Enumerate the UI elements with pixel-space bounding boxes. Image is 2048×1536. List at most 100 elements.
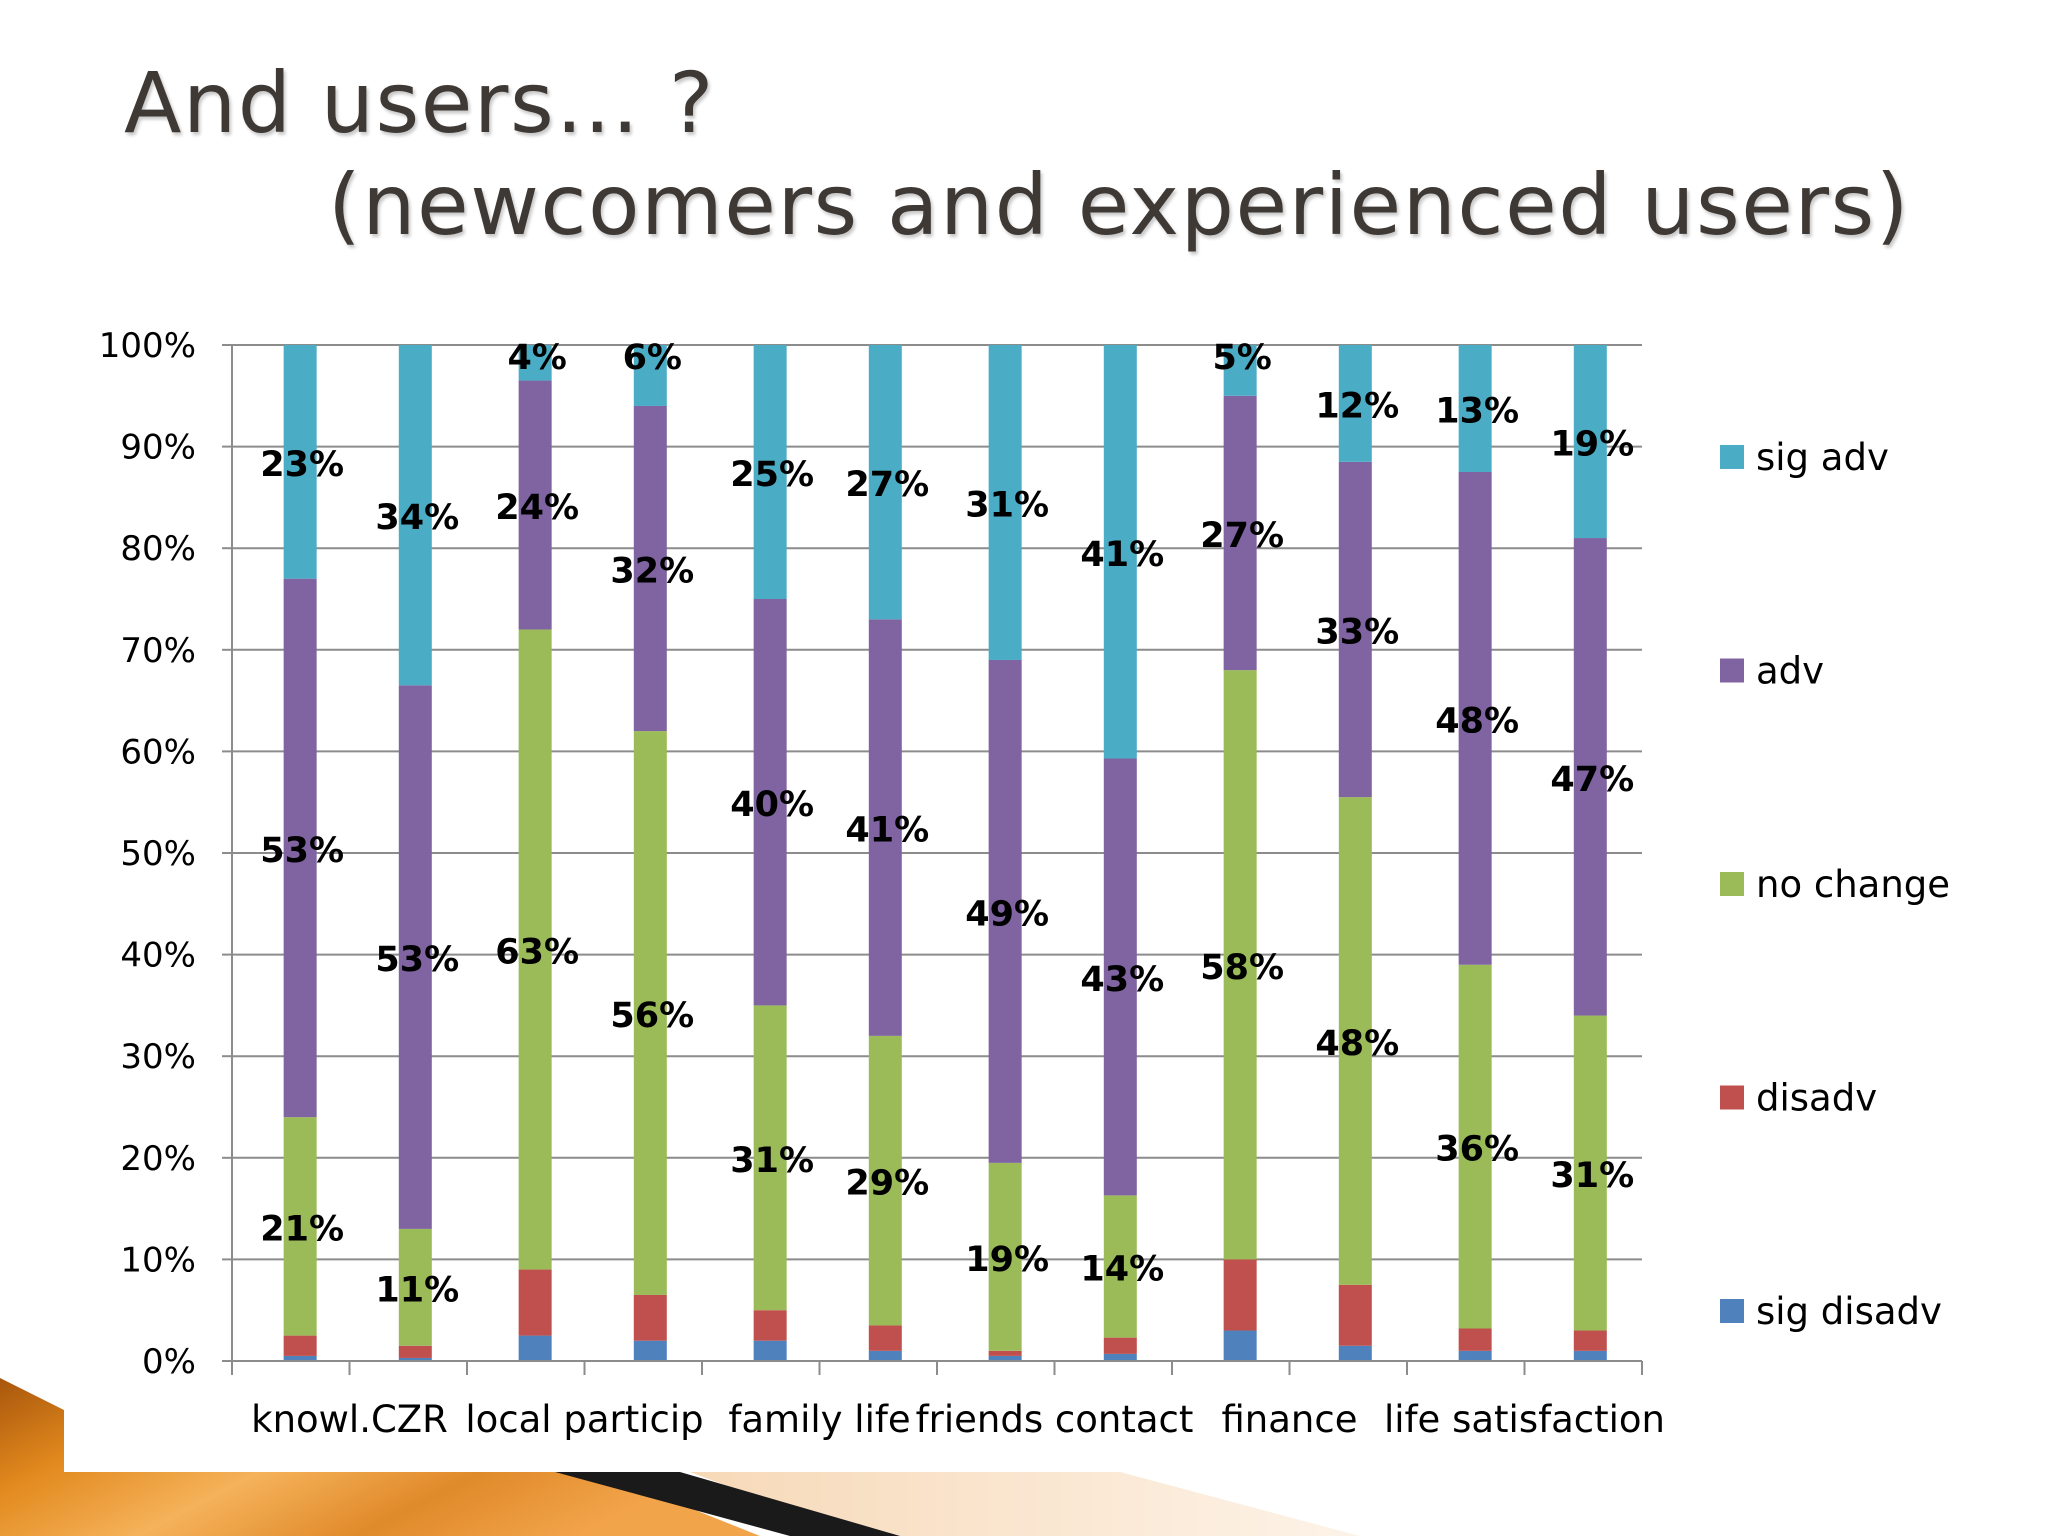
y-tick-label: 10% (120, 1240, 196, 1280)
data-label: 31% (730, 1141, 814, 1181)
bar-segment-sig-adv (1223, 345, 1257, 396)
bar-segment-disadv (1458, 1328, 1492, 1351)
bar-segment-sig-adv (988, 345, 1022, 660)
bar-segment-no-change (398, 1228, 432, 1346)
y-tick-label: 0% (142, 1342, 196, 1382)
y-tick-label: 30% (120, 1037, 196, 1077)
y-tick-label: 90% (120, 428, 196, 468)
bar-segment-adv (868, 619, 902, 1036)
x-category-label: knowl.CZR (251, 1398, 448, 1441)
data-label: 41% (1080, 535, 1164, 575)
bar-segment-disadv (633, 1294, 667, 1341)
data-label: 24% (495, 488, 579, 528)
bar-segment-sig-adv (1338, 345, 1372, 462)
bar-segment-no-change (988, 1162, 1022, 1351)
bar-segment-no-change (868, 1035, 902, 1326)
data-label: 21% (260, 1209, 344, 1249)
data-label: 27% (1200, 516, 1284, 556)
data-label: 25% (730, 455, 814, 495)
data-label: 48% (1315, 1024, 1399, 1064)
data-label: 33% (1315, 612, 1399, 652)
bar-segment-disadv (868, 1325, 902, 1351)
bar-segment-sig-adv (753, 345, 787, 599)
slide-title: And users… ? (newcomers and experienced … (124, 52, 1910, 257)
bar-segment-sig-adv (1458, 345, 1492, 472)
data-label: 53% (375, 940, 459, 980)
bar-segment-sig-adv (518, 345, 552, 381)
legend-label: adv (1756, 650, 1824, 693)
bar-segment-sig-disadv (283, 1355, 317, 1361)
bar-segment-adv (753, 599, 787, 1006)
data-label: 41% (845, 811, 929, 851)
data-label: 63% (495, 933, 579, 973)
bar-segment-disadv (988, 1350, 1022, 1356)
bar-segment-adv (1573, 538, 1607, 1016)
bar-segment-disadv (1103, 1337, 1137, 1354)
data-label: 34% (375, 498, 459, 538)
y-tick-label: 70% (120, 631, 196, 671)
bar-segment-sig-disadv (1103, 1353, 1137, 1361)
data-label: 13% (1435, 392, 1519, 432)
decor-black-stripe (555, 1472, 900, 1536)
bar-segment-no-change (283, 1117, 317, 1336)
y-tick-label: 40% (120, 936, 196, 976)
bar-segment-sig-disadv (1223, 1330, 1257, 1361)
gridlines (222, 344, 1642, 1362)
bar-segment-no-change (1338, 797, 1372, 1285)
decor-pale-band (690, 1472, 1360, 1536)
data-label: 36% (1435, 1130, 1519, 1170)
bar-segment-adv (518, 380, 552, 630)
bar-segment-disadv (518, 1269, 552, 1336)
y-tick-label: 100% (99, 326, 196, 366)
bar-segment-sig-disadv (753, 1340, 787, 1361)
bar-segment-adv (398, 685, 432, 1229)
bar-segment-adv (1103, 758, 1137, 1196)
bar-segment-disadv (1573, 1330, 1607, 1351)
bar-segment-adv (1223, 395, 1257, 671)
bar-segment-disadv (753, 1310, 787, 1341)
slide-title-line1: And users… ? (124, 54, 715, 152)
data-label: 11% (375, 1270, 459, 1310)
data-label: 56% (610, 996, 694, 1036)
bar-segment-sig-disadv (868, 1350, 902, 1361)
bar-segment-no-change (518, 629, 552, 1270)
legend-swatch (1720, 445, 1744, 469)
data-label: 40% (730, 785, 814, 825)
bar-segment-no-change (1458, 964, 1492, 1329)
data-label: 19% (1550, 425, 1634, 465)
bar-segment-disadv (398, 1345, 432, 1358)
data-label: 47% (1550, 760, 1634, 800)
data-label: 29% (845, 1164, 929, 1204)
y-tick-label: 60% (120, 732, 196, 772)
bar-segment-sig-disadv (633, 1340, 667, 1361)
data-label: 27% (845, 465, 929, 505)
bars (283, 345, 1607, 1361)
data-label: 32% (610, 552, 694, 592)
data-label: 4% (507, 338, 566, 378)
x-axis-category-labels: knowl.CZR local particip family life friend… (251, 1398, 1665, 1441)
bar-segment-sig-disadv (1338, 1345, 1372, 1361)
bar-segment-adv (1338, 461, 1372, 798)
x-category-label: finance (1222, 1398, 1358, 1441)
bar-segment-disadv (1338, 1284, 1372, 1346)
legend-swatch (1720, 1299, 1744, 1323)
data-label: 31% (1550, 1156, 1634, 1196)
bar-segment-sig-adv (633, 345, 667, 406)
legend-label: sig adv (1756, 436, 1889, 479)
legend-swatch (1720, 658, 1744, 683)
y-tick-label: 50% (120, 834, 196, 874)
legend-label: disadv (1756, 1077, 1877, 1120)
y-tick-label: 20% (120, 1139, 196, 1179)
x-category-label: local particip (465, 1398, 703, 1441)
legend: sig adv adv no change disadv sig disadv (1720, 436, 1950, 1333)
legend-label: sig disadv (1756, 1290, 1942, 1333)
data-label: 23% (260, 445, 344, 485)
bar-segment-no-change (1103, 1195, 1137, 1338)
legend-label: no change (1756, 863, 1950, 906)
x-category-label: friends contact (916, 1398, 1194, 1441)
legend-swatch (1720, 872, 1744, 896)
bar-segment-sig-adv (868, 345, 902, 620)
x-category-label: life satisfaction (1384, 1398, 1665, 1441)
data-label: 19% (965, 1240, 1049, 1280)
